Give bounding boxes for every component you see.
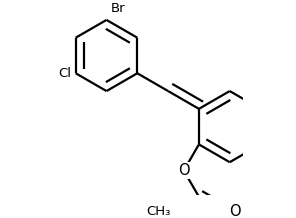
Text: O: O xyxy=(178,163,190,178)
Text: O: O xyxy=(229,204,240,218)
Text: CH₃: CH₃ xyxy=(146,205,170,218)
Text: Br: Br xyxy=(111,2,126,15)
Text: Cl: Cl xyxy=(58,67,71,80)
